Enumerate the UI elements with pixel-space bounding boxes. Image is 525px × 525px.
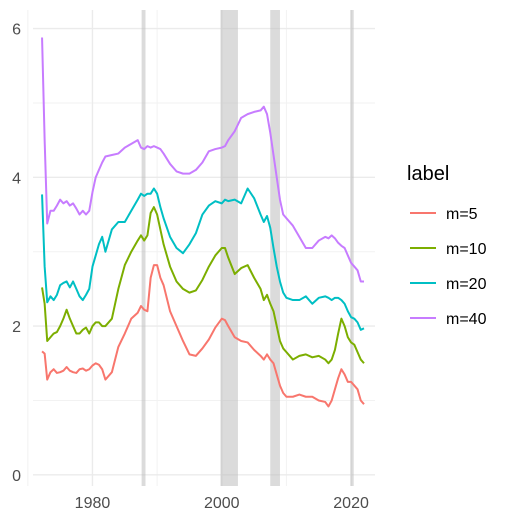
series-line-m=20 bbox=[41, 187, 365, 331]
series-line-m=5 bbox=[41, 264, 365, 408]
series-line-m=10 bbox=[41, 206, 365, 365]
y-axis-tick-labels: 0 2 4 6 bbox=[12, 22, 21, 485]
shaded-period-1 bbox=[220, 10, 238, 486]
shaded-periods bbox=[141, 10, 354, 486]
x-axis-tick-labels: 1980 2000 2020 bbox=[75, 495, 369, 512]
shaded-period-2 bbox=[270, 10, 280, 486]
shaded-period-0 bbox=[141, 10, 146, 486]
legend-label-m=20: m=20 bbox=[446, 276, 487, 293]
y-tick-label: 0 bbox=[12, 468, 21, 485]
major-grid-lines bbox=[33, 10, 375, 486]
legend-label-m=10: m=10 bbox=[446, 241, 487, 258]
x-tick-label: 2020 bbox=[333, 495, 369, 512]
series-line-m=40 bbox=[41, 37, 365, 283]
legend-label-m=40: m=40 bbox=[446, 311, 487, 328]
legend: label m=5 m=10 m=20 m=40 bbox=[407, 163, 487, 328]
series-lines bbox=[41, 37, 365, 408]
y-tick-label: 4 bbox=[12, 170, 21, 187]
shaded-period-3 bbox=[350, 10, 354, 486]
y-tick-label: 6 bbox=[12, 22, 21, 39]
legend-label-m=5: m=5 bbox=[446, 206, 478, 223]
x-tick-label: 2000 bbox=[204, 495, 240, 512]
x-tick-label: 1980 bbox=[75, 495, 111, 512]
legend-title: label bbox=[407, 163, 449, 185]
y-tick-label: 2 bbox=[12, 319, 21, 336]
minor-grid-lines bbox=[27, 10, 375, 486]
